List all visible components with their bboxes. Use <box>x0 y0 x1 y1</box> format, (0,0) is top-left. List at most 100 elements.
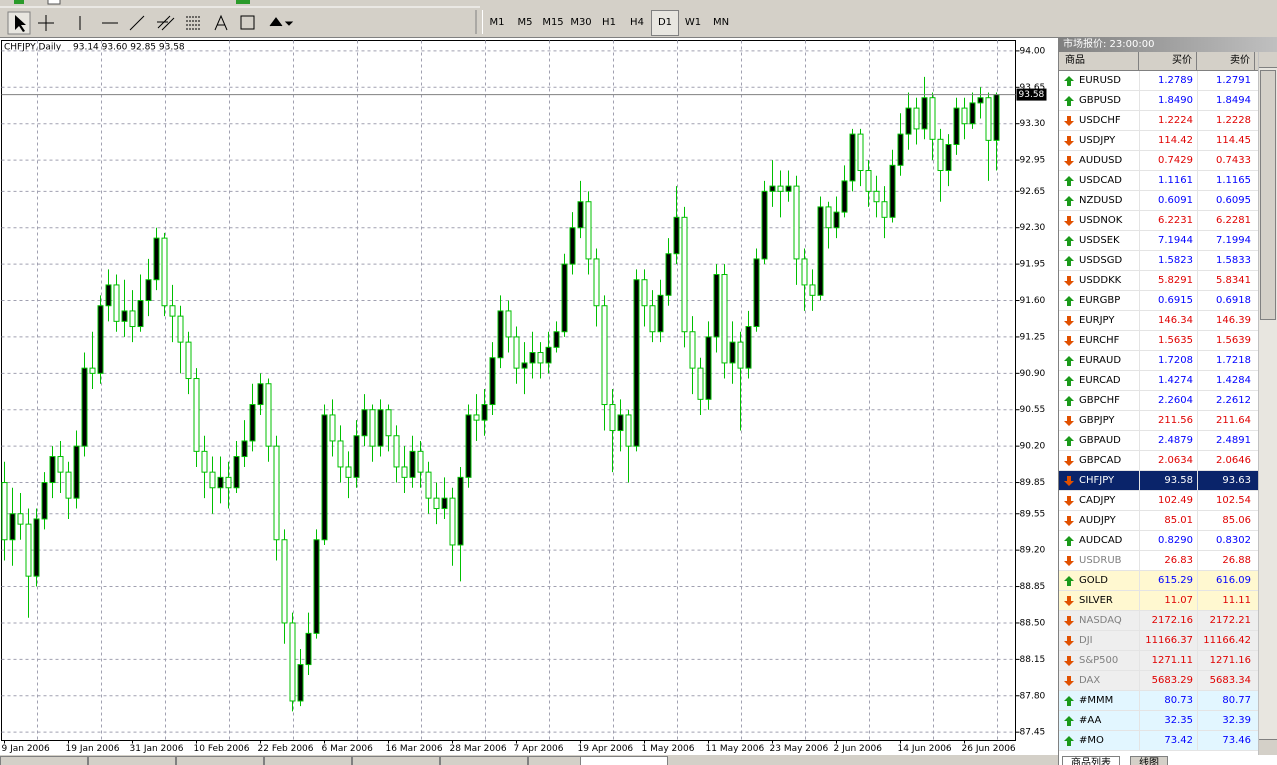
x-tick-label: 7 Apr 2006 <box>514 744 564 754</box>
candle-body <box>793 185 800 260</box>
quote-row[interactable]: EURGBP 0.6915 0.6918 <box>1059 291 1277 311</box>
chart-tab[interactable] <box>0 756 88 765</box>
channel-icon[interactable] <box>157 15 175 31</box>
arrow-shape <box>1064 536 1074 546</box>
quote-row[interactable]: USDNOK 6.2231 6.2281 <box>1059 211 1277 231</box>
candle-body <box>953 107 960 146</box>
candle-body <box>729 341 736 364</box>
timeframe-button[interactable]: M1 <box>489 17 505 28</box>
scroll-thumb[interactable] <box>1260 70 1276 320</box>
column-header[interactable]: 卖价 <box>1197 52 1255 70</box>
quote-row[interactable]: S&P500 1271.11 1271.16 <box>1059 651 1277 671</box>
quote-row[interactable]: USDJPY 114.42 114.45 <box>1059 131 1277 151</box>
timeframe-button[interactable]: H4 <box>630 17 644 28</box>
quote-row[interactable]: EURCHF 1.5635 1.5639 <box>1059 331 1277 351</box>
x-tick-label: 19 Jan 2006 <box>66 744 120 754</box>
candle-body <box>721 274 728 364</box>
quote-row[interactable]: DAX 5683.29 5683.34 <box>1059 671 1277 691</box>
candle-body <box>761 190 768 260</box>
column-header[interactable]: 商品 <box>1059 52 1139 70</box>
quote-row[interactable]: CHFJPY 93.58 93.63 <box>1059 471 1277 491</box>
timeframe-button[interactable]: W1 <box>684 17 702 28</box>
text-icon[interactable] <box>214 14 228 31</box>
chart-tab[interactable] <box>176 756 264 765</box>
bid: 32.35 <box>1139 711 1197 730</box>
chart-tab[interactable] <box>264 756 352 765</box>
ask: 11166.42 <box>1197 631 1255 650</box>
up-arrow <box>1064 196 1074 206</box>
candle-body <box>17 513 24 525</box>
label-icon[interactable] <box>240 15 255 30</box>
chart-tab[interactable] <box>88 756 176 765</box>
quote-row[interactable]: EURAUD 1.7208 1.7218 <box>1059 351 1277 371</box>
candle-body <box>745 326 752 369</box>
quote-row[interactable]: GBPUSD 1.8490 1.8494 <box>1059 91 1277 111</box>
symbol-name: GBPCHF <box>1079 395 1120 406</box>
quote-row[interactable]: USDCAD 1.1161 1.1165 <box>1059 171 1277 191</box>
down-arrow <box>1064 216 1074 226</box>
quote-row[interactable]: NASDAQ 2172.16 2172.21 <box>1059 611 1277 631</box>
timeframe-button[interactable]: M30 <box>570 17 592 28</box>
chart-tab[interactable] <box>352 756 440 765</box>
ask: 80.77 <box>1197 691 1255 710</box>
up-arrow <box>1064 436 1074 446</box>
quote-row[interactable]: EURJPY 146.34 146.39 <box>1059 311 1277 331</box>
quote-row[interactable]: GBPCHF 2.2604 2.2612 <box>1059 391 1277 411</box>
bid: 1.1161 <box>1139 171 1197 190</box>
scroll-up[interactable] <box>1259 52 1277 68</box>
quote-row[interactable]: USDSGD 1.5823 1.5833 <box>1059 251 1277 271</box>
y-tick-label: 90.55 <box>1020 405 1046 415</box>
quote-row[interactable]: CADJPY 102.49 102.54 <box>1059 491 1277 511</box>
market-watch-tab[interactable]: 线图 <box>1130 756 1168 765</box>
quote-row[interactable]: DJI 11166.37 11166.42 <box>1059 631 1277 651</box>
scrollbar[interactable] <box>1258 52 1277 755</box>
shapes-icon[interactable] <box>269 17 294 27</box>
chart-tab-active[interactable] <box>580 756 668 765</box>
ask: 2.0646 <box>1197 451 1255 470</box>
bid: 1.8490 <box>1139 91 1197 110</box>
quote-row[interactable]: GBPAUD 2.4879 2.4891 <box>1059 431 1277 451</box>
ask: 211.64 <box>1197 411 1255 430</box>
timeframe-button[interactable]: D1 <box>651 10 679 36</box>
up-arrow <box>1064 96 1074 106</box>
quote-row[interactable]: GOLD 615.29 616.09 <box>1059 571 1277 591</box>
quote-row[interactable]: AUDUSD 0.7429 0.7433 <box>1059 151 1277 171</box>
market-watch-tab[interactable]: 商品列表 <box>1062 756 1120 765</box>
scroll-down[interactable] <box>1259 739 1277 755</box>
chart-tab[interactable] <box>440 756 528 765</box>
timeframe-button[interactable]: H1 <box>602 17 616 28</box>
quote-row[interactable]: #MMM 80.73 80.77 <box>1059 691 1277 711</box>
column-header[interactable]: 买价 <box>1139 52 1197 70</box>
quote-row[interactable]: NZDUSD 0.6091 0.6095 <box>1059 191 1277 211</box>
candle-body <box>825 206 832 229</box>
symbol: GBPAUD <box>1059 431 1139 450</box>
timeframe-button[interactable]: MN <box>712 17 730 28</box>
candle-body <box>297 664 304 702</box>
candle-body <box>569 227 576 265</box>
symbol-name: USDRUB <box>1079 555 1122 566</box>
trendline-icon[interactable] <box>129 15 145 31</box>
quote-row[interactable]: #AA 32.35 32.39 <box>1059 711 1277 731</box>
arrow-shape <box>1064 256 1074 266</box>
quote-row[interactable]: USDSEK 7.1944 7.1994 <box>1059 231 1277 251</box>
symbol-name: SILVER <box>1079 595 1113 606</box>
arrow-shape <box>1064 96 1074 106</box>
quote-row[interactable]: USDRUB 26.83 26.88 <box>1059 551 1277 571</box>
quote-row[interactable]: AUDJPY 85.01 85.06 <box>1059 511 1277 531</box>
quote-row[interactable]: SILVER 11.07 11.11 <box>1059 591 1277 611</box>
arrow-shape <box>1064 476 1074 486</box>
ask: 32.39 <box>1197 711 1255 730</box>
quote-row[interactable]: USDCHF 1.2224 1.2228 <box>1059 111 1277 131</box>
quote-row[interactable]: EURCAD 1.4274 1.4284 <box>1059 371 1277 391</box>
timeframe-button[interactable]: M5 <box>517 17 533 28</box>
quote-row[interactable]: AUDCAD 0.8290 0.8302 <box>1059 531 1277 551</box>
quote-row[interactable]: #MO 73.42 73.46 <box>1059 731 1277 751</box>
crosshair-icon[interactable] <box>38 15 54 31</box>
fibo-icon[interactable] <box>186 16 200 30</box>
ask: 1.2791 <box>1197 71 1255 90</box>
quote-row[interactable]: USDDKK 5.8291 5.8341 <box>1059 271 1277 291</box>
quote-row[interactable]: EURUSD 1.2789 1.2791 <box>1059 71 1277 91</box>
quote-row[interactable]: GBPCAD 2.0634 2.0646 <box>1059 451 1277 471</box>
quote-row[interactable]: GBPJPY 211.56 211.64 <box>1059 411 1277 431</box>
timeframe-button[interactable]: M15 <box>542 17 564 28</box>
